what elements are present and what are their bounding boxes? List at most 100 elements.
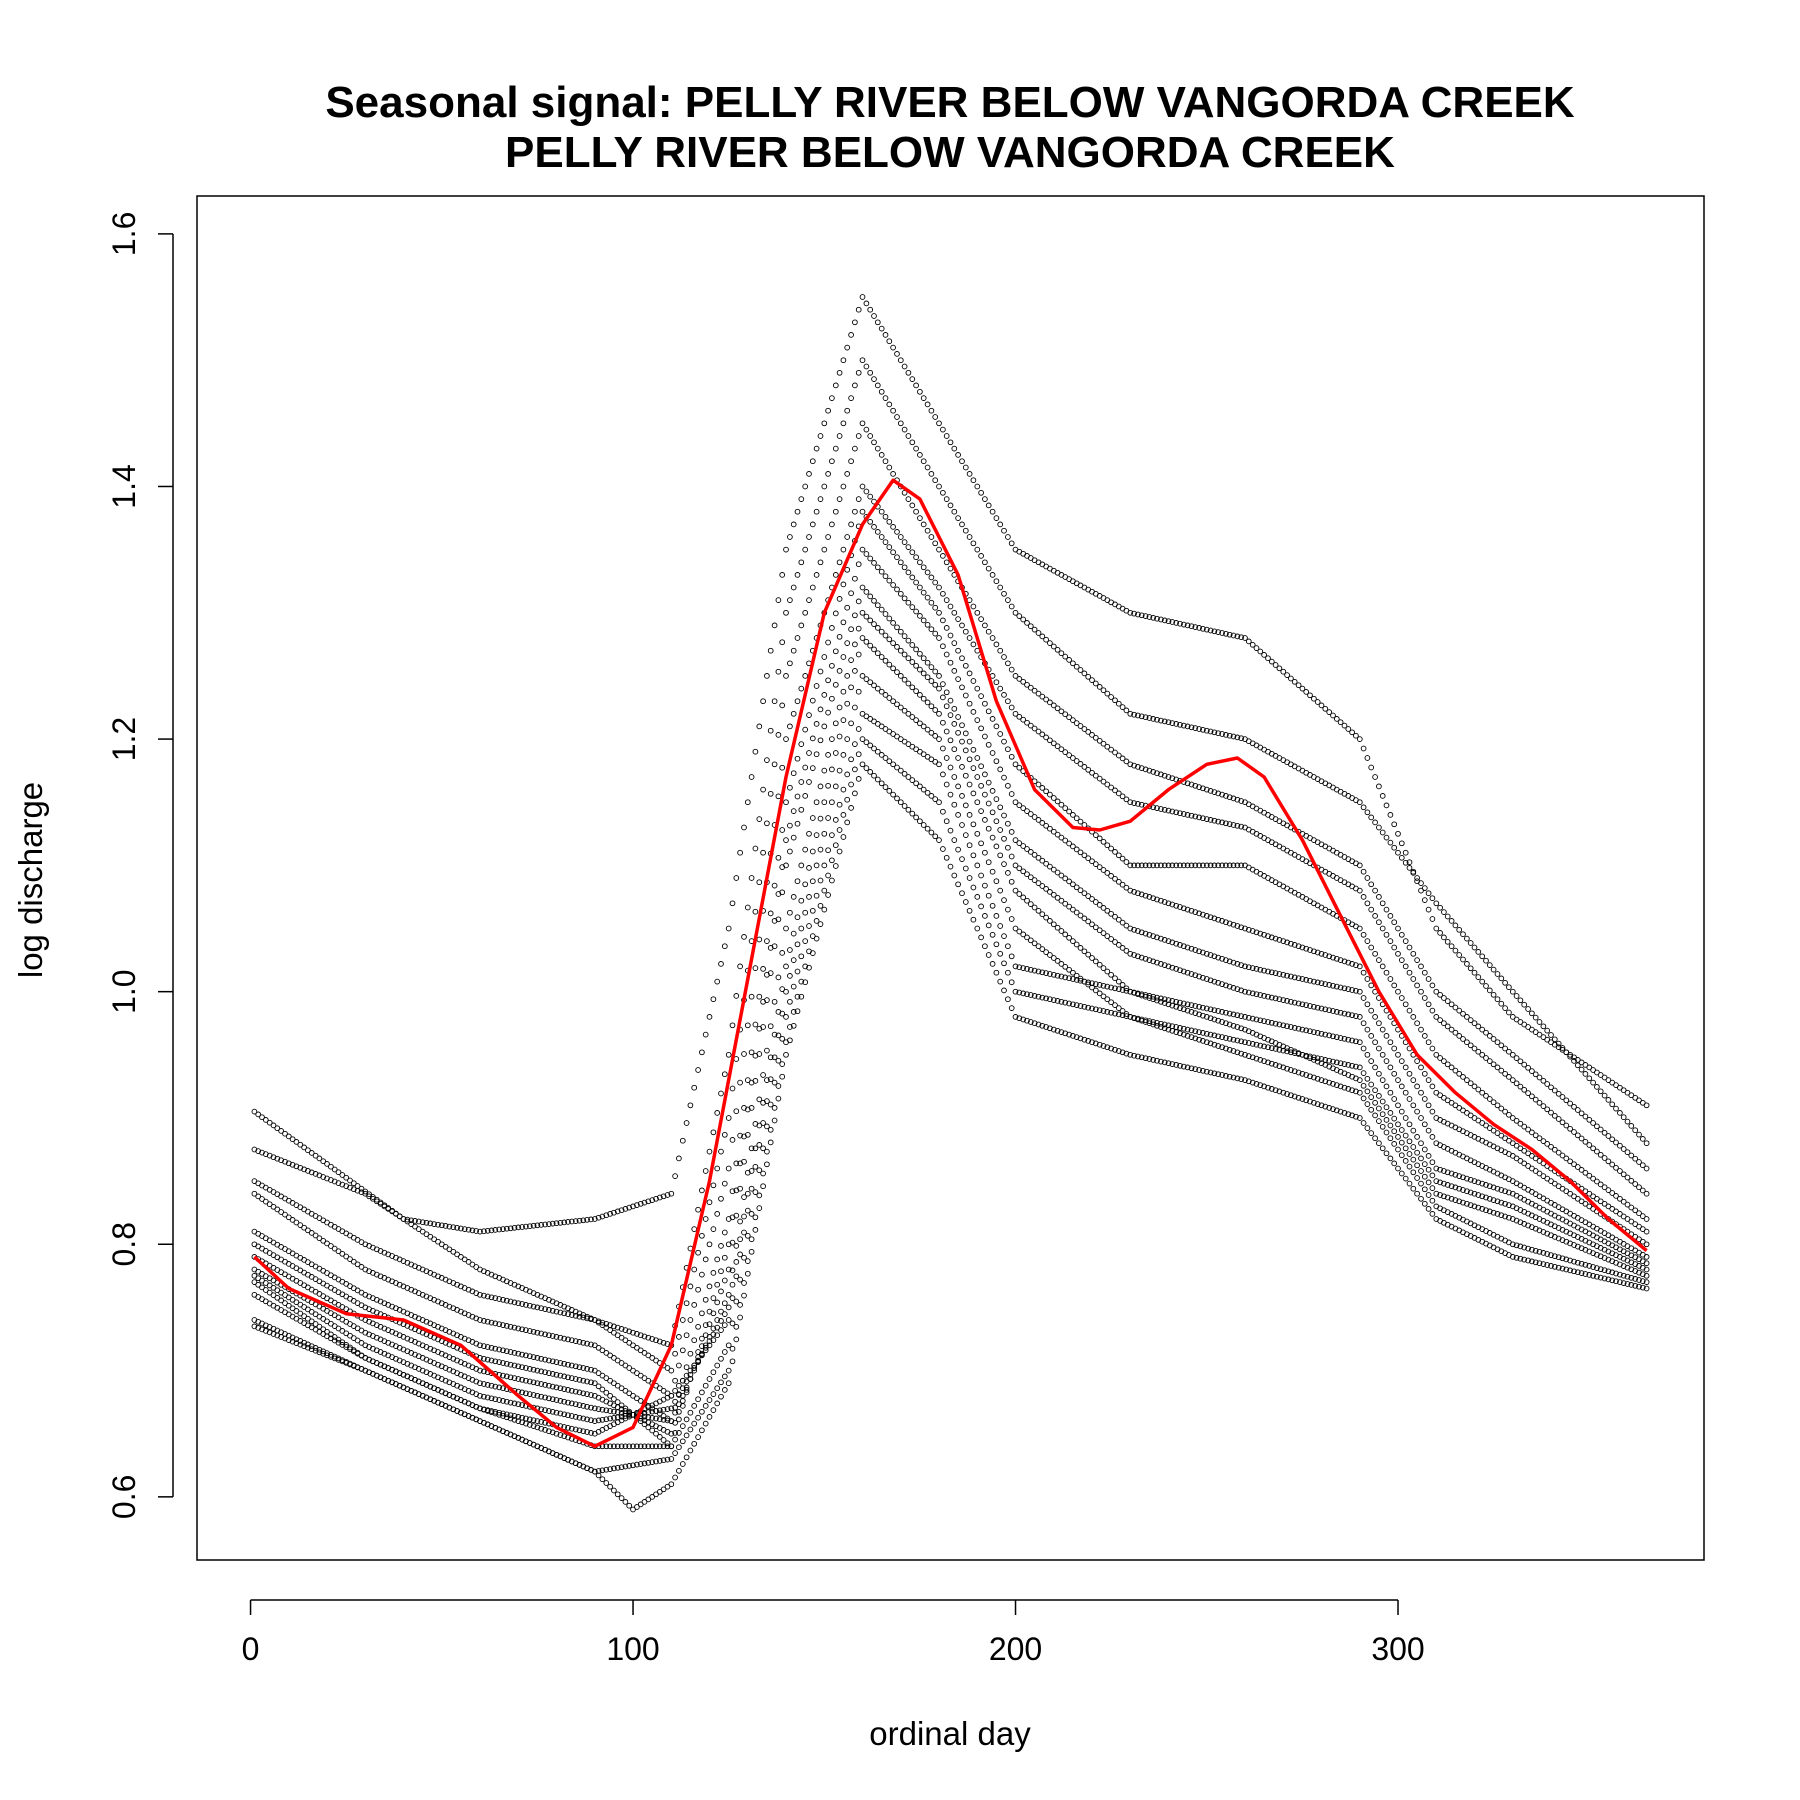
data-point bbox=[1441, 909, 1447, 915]
data-point bbox=[737, 1276, 743, 1283]
data-point bbox=[1119, 987, 1126, 993]
data-point bbox=[1238, 735, 1245, 742]
data-point bbox=[343, 1253, 350, 1260]
data-point bbox=[943, 625, 950, 631]
data-point bbox=[779, 1010, 786, 1017]
data-point bbox=[1280, 1022, 1287, 1029]
data-point bbox=[1158, 806, 1164, 812]
data-point bbox=[683, 1332, 690, 1339]
data-point bbox=[894, 764, 900, 771]
data-point bbox=[1054, 958, 1061, 964]
data-point bbox=[1115, 878, 1122, 885]
data-point bbox=[653, 1415, 659, 1422]
data-point bbox=[1108, 746, 1114, 753]
data-point bbox=[1360, 995, 1367, 1001]
data-point bbox=[1425, 890, 1432, 897]
data-point bbox=[1062, 999, 1069, 1006]
data-point bbox=[852, 741, 858, 747]
data-point bbox=[913, 746, 919, 753]
data-point bbox=[840, 619, 847, 626]
data-point bbox=[985, 779, 992, 786]
data-point bbox=[1150, 716, 1157, 722]
data-point bbox=[572, 1338, 579, 1344]
data-point bbox=[1138, 929, 1145, 936]
data-point bbox=[706, 1414, 713, 1420]
data-point bbox=[515, 1414, 522, 1420]
data-point bbox=[756, 1205, 763, 1211]
data-point bbox=[1529, 1026, 1535, 1033]
data-point bbox=[676, 1334, 682, 1340]
data-point bbox=[507, 1298, 514, 1305]
data-point bbox=[626, 1339, 633, 1346]
data-point bbox=[783, 673, 789, 679]
data-point bbox=[1628, 1218, 1635, 1225]
data-point bbox=[1311, 1029, 1317, 1035]
data-point bbox=[1024, 808, 1030, 814]
data-point bbox=[1066, 1000, 1072, 1007]
data-point bbox=[1024, 934, 1030, 941]
data-point bbox=[832, 842, 839, 849]
data-point bbox=[1203, 976, 1210, 982]
data-point bbox=[1356, 1089, 1363, 1096]
data-point bbox=[1268, 994, 1275, 1001]
data-point bbox=[1039, 693, 1046, 700]
data-point bbox=[656, 1410, 663, 1417]
data-point bbox=[966, 670, 973, 677]
data-point bbox=[259, 1114, 265, 1121]
data-point bbox=[767, 1126, 774, 1133]
data-point bbox=[832, 572, 839, 578]
data-point bbox=[890, 471, 896, 477]
data-point bbox=[385, 1206, 392, 1212]
data-point bbox=[1066, 934, 1072, 941]
data-point bbox=[1467, 1202, 1474, 1208]
data-point bbox=[756, 1142, 763, 1148]
data-point bbox=[890, 731, 896, 737]
data-point bbox=[1517, 1058, 1524, 1065]
data-point bbox=[943, 559, 950, 566]
data-point bbox=[1494, 1198, 1501, 1205]
data-point bbox=[829, 799, 835, 806]
data-point bbox=[928, 678, 935, 684]
data-point bbox=[1402, 1064, 1409, 1071]
data-point bbox=[649, 1443, 656, 1450]
data-point bbox=[500, 1360, 506, 1366]
data-point bbox=[721, 943, 728, 950]
data-point bbox=[737, 1314, 743, 1321]
data-point bbox=[1089, 1039, 1095, 1046]
data-point bbox=[515, 1401, 522, 1408]
data-point bbox=[1307, 1003, 1313, 1009]
data-point bbox=[848, 756, 854, 763]
data-point bbox=[1586, 1190, 1593, 1197]
data-point bbox=[779, 639, 786, 646]
data-point bbox=[308, 1230, 315, 1236]
data-point bbox=[1540, 1250, 1547, 1256]
data-point bbox=[920, 751, 927, 758]
data-point bbox=[901, 633, 908, 639]
data-point bbox=[901, 770, 908, 777]
data-point bbox=[561, 1386, 568, 1392]
data-point bbox=[1184, 780, 1191, 787]
data-point bbox=[886, 636, 893, 643]
data-point bbox=[1398, 995, 1405, 1001]
data-point bbox=[825, 782, 831, 789]
data-point bbox=[656, 1488, 663, 1495]
data-point bbox=[790, 834, 797, 841]
data-point bbox=[1502, 1188, 1508, 1195]
data-point bbox=[825, 471, 831, 477]
data-point bbox=[1433, 1051, 1440, 1058]
data-point bbox=[1016, 764, 1023, 771]
data-point bbox=[874, 445, 881, 452]
data-point bbox=[1456, 952, 1463, 958]
data-point bbox=[901, 803, 908, 809]
data-point bbox=[1410, 1102, 1417, 1109]
data-point bbox=[1039, 633, 1046, 640]
data-point bbox=[660, 1416, 667, 1423]
data-point bbox=[1165, 1026, 1172, 1033]
data-point bbox=[255, 1111, 262, 1118]
data-point bbox=[542, 1331, 548, 1338]
data-point bbox=[1502, 1070, 1508, 1077]
data-point bbox=[993, 723, 1000, 730]
data-point bbox=[813, 508, 820, 515]
data-point bbox=[1119, 881, 1126, 888]
data-point bbox=[1433, 900, 1440, 907]
